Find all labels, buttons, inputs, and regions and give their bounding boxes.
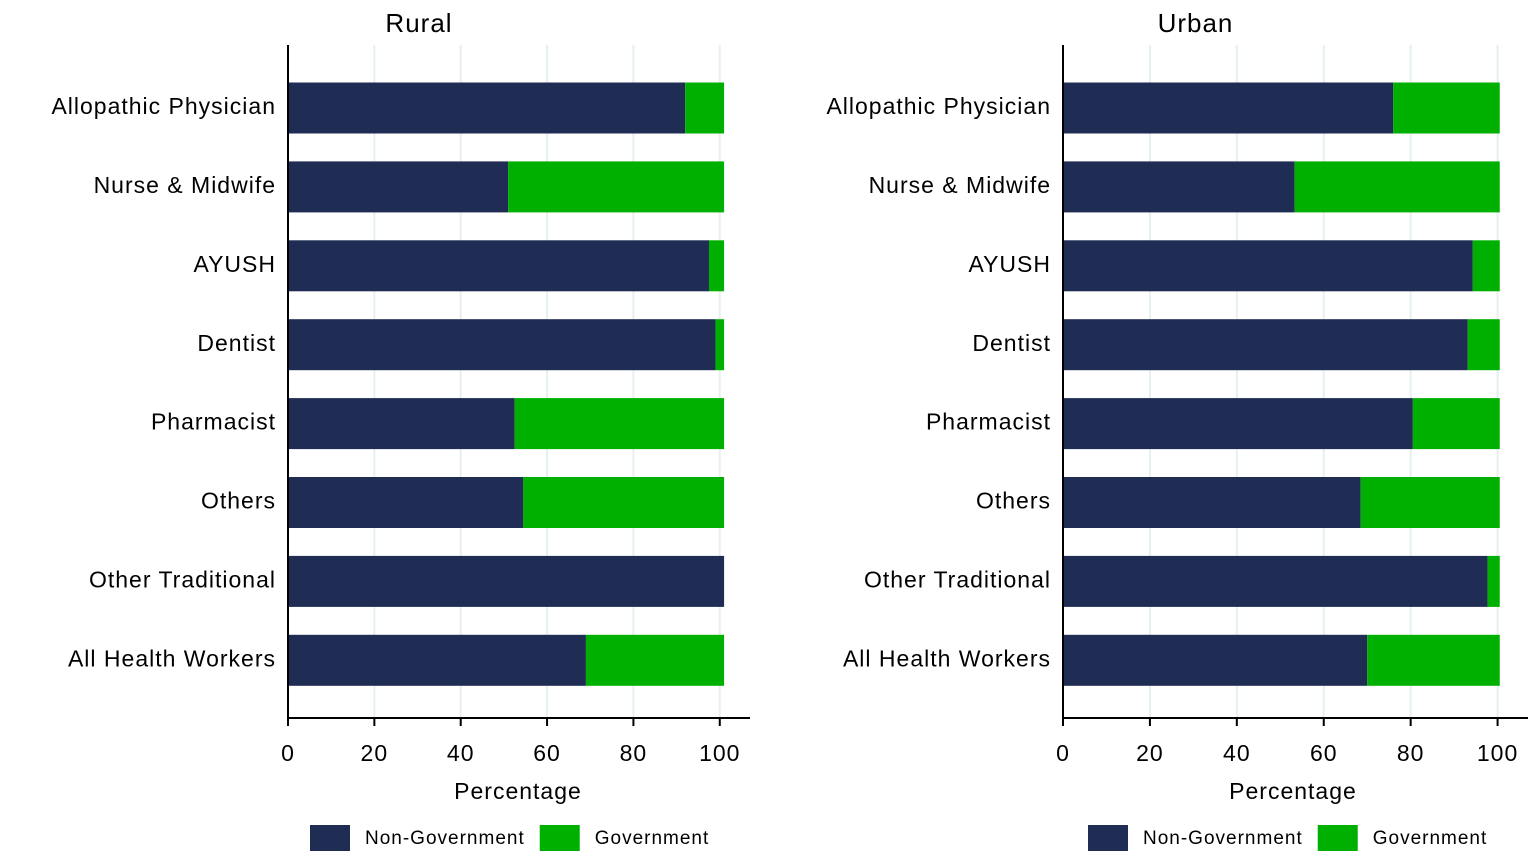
bar-segment xyxy=(1393,82,1500,134)
y-tick-label: Other Traditional xyxy=(864,566,1051,592)
legend-swatch xyxy=(1088,825,1128,851)
bar-segment xyxy=(1063,319,1468,371)
x-tick-label: 100 xyxy=(1477,740,1518,766)
x-axis-label: Percentage xyxy=(454,778,582,804)
bar-segment xyxy=(288,319,716,371)
x-tick-label: 0 xyxy=(1056,740,1070,766)
bar-segment xyxy=(1063,398,1413,450)
legend-label: Non-Government xyxy=(365,828,525,849)
bar-segment xyxy=(1367,634,1500,686)
legend-swatch xyxy=(539,825,580,851)
bar-segment xyxy=(1487,555,1500,607)
bar-segment xyxy=(585,634,725,686)
bar-segment xyxy=(1472,240,1500,292)
bar-segment xyxy=(1412,398,1500,450)
bar-segment xyxy=(508,161,725,213)
legend-label: Government xyxy=(1373,828,1488,849)
x-tick-label: 0 xyxy=(281,740,295,766)
legend-label: Government xyxy=(595,828,710,849)
bar-segment xyxy=(514,398,725,450)
bar-segment xyxy=(288,82,686,134)
x-axis-label: Percentage xyxy=(1229,778,1357,804)
bar-segment xyxy=(288,477,524,528)
y-tick-label: AYUSH xyxy=(193,251,276,277)
bar-segment xyxy=(288,240,709,292)
bar-segment xyxy=(1294,161,1500,213)
x-tick-label: 40 xyxy=(447,740,475,766)
y-tick-label: Others xyxy=(976,488,1051,514)
bar-segment xyxy=(288,161,509,213)
bar-segment xyxy=(288,398,515,450)
bar-segment xyxy=(1360,477,1500,528)
y-tick-label: Dentist xyxy=(197,330,276,356)
y-tick-label: Other Traditional xyxy=(89,566,276,592)
y-tick-label: Pharmacist xyxy=(151,409,276,435)
x-tick-label: 60 xyxy=(1310,740,1338,766)
chart-title: Rural xyxy=(385,8,452,38)
bar-segment xyxy=(1063,555,1488,607)
bar-segment xyxy=(715,319,725,371)
bar-segment xyxy=(1063,634,1368,686)
bar-segment xyxy=(288,634,586,686)
bar-segment xyxy=(1063,240,1473,292)
legend-swatch xyxy=(310,825,350,851)
bar-segment xyxy=(1063,477,1361,528)
y-tick-label: All Health Workers xyxy=(843,645,1051,671)
bar-segment xyxy=(288,555,725,607)
x-tick-label: 20 xyxy=(361,740,389,766)
bar-segment xyxy=(1467,319,1500,371)
x-tick-label: 20 xyxy=(1136,740,1164,766)
x-tick-label: 60 xyxy=(533,740,561,766)
y-tick-label: All Health Workers xyxy=(68,645,276,671)
y-tick-label: Nurse & Midwife xyxy=(869,172,1051,198)
bar-segment xyxy=(685,82,725,134)
y-tick-label: Others xyxy=(201,488,276,514)
y-tick-label: Pharmacist xyxy=(926,409,1051,435)
bar-segment xyxy=(708,240,725,292)
y-tick-label: Nurse & Midwife xyxy=(94,172,276,198)
y-tick-label: Allopathic Physician xyxy=(826,93,1051,119)
x-tick-label: 40 xyxy=(1223,740,1251,766)
x-tick-label: 80 xyxy=(1397,740,1425,766)
y-tick-label: Dentist xyxy=(972,330,1051,356)
bar-segment xyxy=(523,477,725,528)
x-tick-label: 80 xyxy=(620,740,648,766)
bar-segment xyxy=(1063,161,1295,213)
chart-title: Urban xyxy=(1158,8,1234,38)
y-tick-label: Allopathic Physician xyxy=(51,93,276,119)
legend-swatch xyxy=(1317,825,1358,851)
x-tick-label: 100 xyxy=(699,740,740,766)
legend-label: Non-Government xyxy=(1143,828,1303,849)
bar-segment xyxy=(1063,82,1394,134)
y-tick-label: AYUSH xyxy=(968,251,1051,277)
